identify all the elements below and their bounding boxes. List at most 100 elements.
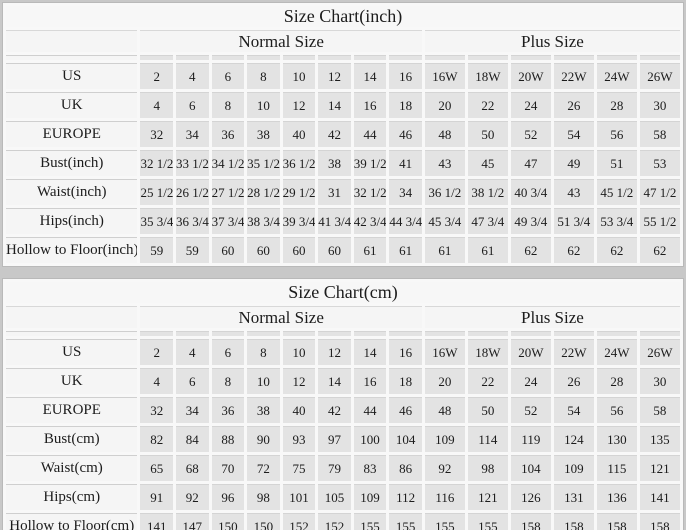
row-label: Hips(inch) — [6, 208, 138, 234]
size-value-cell: 121 — [639, 455, 680, 481]
size-value-cell: 27 1/2 — [211, 179, 245, 205]
group-header-row: Normal Size Plus Size — [6, 30, 680, 52]
size-value-cell: 141 — [140, 513, 174, 530]
size-value-cell: 26 1/2 — [176, 179, 209, 205]
size-value-cell: 50 — [467, 121, 508, 147]
size-value-cell: 39 3/4 — [282, 208, 316, 234]
size-value-cell: 24W — [596, 63, 637, 89]
size-value-cell: 126 — [510, 484, 551, 510]
size-value-cell: 28 — [596, 368, 637, 394]
spacer-row — [6, 331, 680, 336]
spacer-cell — [596, 331, 637, 336]
table-row: US 2 4 6 8 10 12 14 16 16W 18W 20W 22W 24W 26W — [6, 63, 680, 89]
size-value-cell: 53 3/4 — [596, 208, 637, 234]
table-row: Waist(inch) 25 1/2 26 1/2 27 1/2 28 1/2 29 1/… — [6, 179, 680, 205]
row-label: Hollow to Floor(inch) — [6, 237, 138, 263]
size-value-cell: 130 — [596, 426, 637, 452]
size-value-cell: 28 — [596, 92, 637, 118]
size-value-cell: 16W — [424, 63, 465, 89]
size-value-cell: 75 — [282, 455, 316, 481]
size-value-cell: 24 — [510, 368, 551, 394]
size-value-cell: 90 — [247, 426, 280, 452]
row-label: UK — [6, 92, 138, 118]
table-title: Size Chart(cm) — [6, 282, 680, 303]
size-value-cell: 12 — [318, 63, 351, 89]
size-value-cell: 6 — [176, 368, 209, 394]
size-value-cell: 44 3/4 — [389, 208, 422, 234]
spacer-cell — [353, 55, 387, 60]
spacer-cell — [140, 331, 174, 336]
spacer-cell — [318, 55, 351, 60]
size-value-cell: 150 — [247, 513, 280, 530]
row-label: Bust(inch) — [6, 150, 138, 176]
size-value-cell: 24W — [596, 339, 637, 365]
size-value-cell: 33 1/2 — [176, 150, 209, 176]
size-value-cell: 41 3/4 — [318, 208, 351, 234]
row-label: Waist(inch) — [6, 179, 138, 205]
size-value-cell: 116 — [424, 484, 465, 510]
spacer-cell — [639, 55, 680, 60]
row-label: US — [6, 63, 138, 89]
size-value-cell: 34 — [176, 121, 209, 147]
size-value-cell: 158 — [553, 513, 594, 530]
size-value-cell: 32 1/2 — [353, 179, 387, 205]
spacer-cell — [140, 55, 174, 60]
spacer-cell — [510, 331, 551, 336]
size-value-cell: 18W — [467, 63, 508, 89]
table-row: Waist(cm) 65 68 70 72 75 79 83 86 92 98 104 109 115 12… — [6, 455, 680, 481]
size-value-cell: 30 — [639, 368, 680, 394]
size-value-cell: 54 — [553, 121, 594, 147]
spacer-cell — [467, 55, 508, 60]
size-value-cell: 12 — [318, 339, 351, 365]
size-value-cell: 36 1/2 — [282, 150, 316, 176]
size-value-cell: 20 — [424, 92, 465, 118]
size-value-cell: 4 — [176, 339, 209, 365]
size-value-cell: 52 — [510, 397, 551, 423]
size-value-cell: 92 — [424, 455, 465, 481]
size-value-cell: 61 — [389, 237, 422, 263]
size-value-cell: 42 — [318, 121, 351, 147]
size-value-cell: 4 — [140, 368, 174, 394]
size-value-cell: 6 — [211, 339, 245, 365]
size-value-cell: 26W — [639, 339, 680, 365]
size-value-cell: 60 — [247, 237, 280, 263]
size-value-cell: 47 3/4 — [467, 208, 508, 234]
row-label: Waist(cm) — [6, 455, 138, 481]
size-value-cell: 32 — [140, 121, 174, 147]
table-row: EUROPE 32 34 36 38 40 42 44 46 48 50 52 54 56 58 — [6, 397, 680, 423]
size-value-cell: 61 — [424, 237, 465, 263]
size-value-cell: 22 — [467, 92, 508, 118]
size-value-cell: 48 — [424, 397, 465, 423]
size-value-cell: 91 — [140, 484, 174, 510]
size-value-cell: 141 — [639, 484, 680, 510]
spacer-cell — [247, 55, 280, 60]
spacer-cell — [247, 331, 280, 336]
size-value-cell: 72 — [247, 455, 280, 481]
size-value-cell: 20W — [510, 63, 551, 89]
spacer-cell — [318, 331, 351, 336]
size-value-cell: 10 — [247, 368, 280, 394]
size-value-cell: 62 — [639, 237, 680, 263]
size-value-cell: 29 1/2 — [282, 179, 316, 205]
size-value-cell: 47 1/2 — [639, 179, 680, 205]
size-value-cell: 48 — [424, 121, 465, 147]
size-value-cell: 38 — [247, 121, 280, 147]
table-row: Hollow to Floor(cm) 141 147 150 150 152 152 155… — [6, 513, 680, 530]
size-value-cell: 101 — [282, 484, 316, 510]
size-value-cell: 16 — [389, 63, 422, 89]
size-value-cell: 131 — [553, 484, 594, 510]
size-value-cell: 35 3/4 — [140, 208, 174, 234]
size-value-cell: 60 — [211, 237, 245, 263]
size-value-cell: 8 — [211, 368, 245, 394]
group-header-corner — [6, 306, 138, 328]
size-value-cell: 40 3/4 — [510, 179, 551, 205]
table-row: EUROPE 32 34 36 38 40 42 44 46 48 50 52 54 56 58 — [6, 121, 680, 147]
group-header-plus-size: Plus Size — [424, 306, 680, 328]
size-value-cell: 49 — [553, 150, 594, 176]
size-value-cell: 39 1/2 — [353, 150, 387, 176]
size-value-cell: 93 — [282, 426, 316, 452]
size-value-cell: 2 — [140, 63, 174, 89]
size-value-cell: 158 — [510, 513, 551, 530]
size-value-cell: 55 1/2 — [639, 208, 680, 234]
size-value-cell: 43 — [553, 179, 594, 205]
